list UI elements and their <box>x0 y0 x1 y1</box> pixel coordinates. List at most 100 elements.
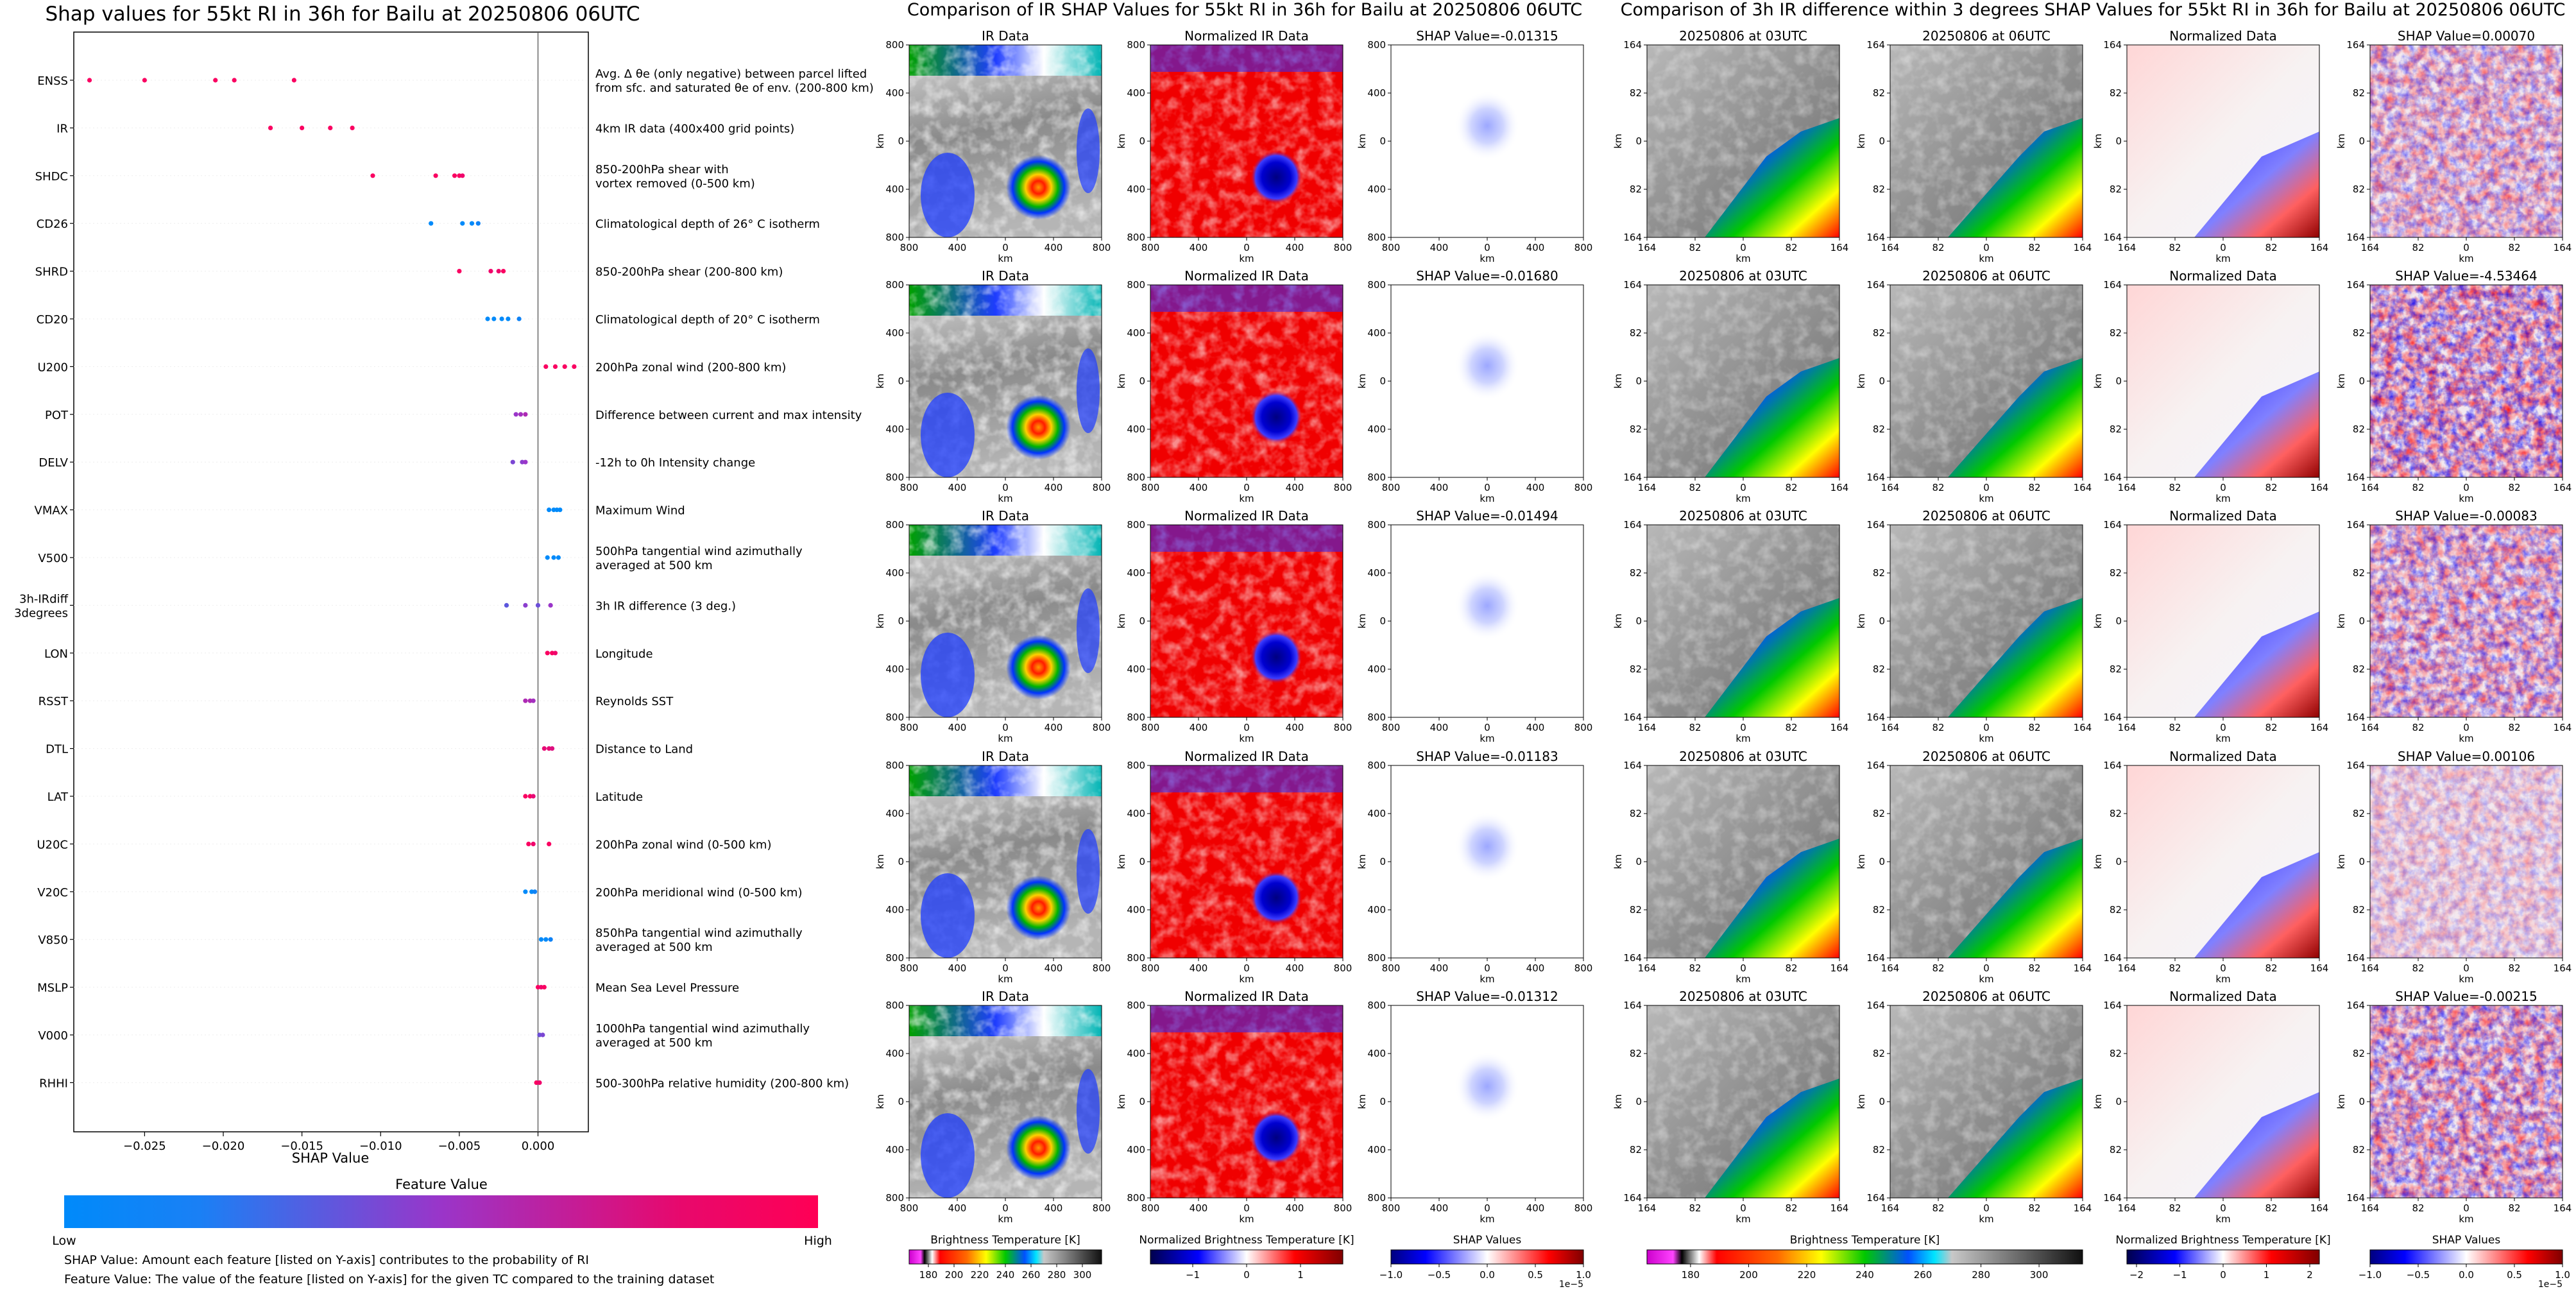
shap-point <box>547 508 552 513</box>
y-axis-label: km <box>1356 613 1368 628</box>
y-tick-label: 82 <box>2110 423 2122 435</box>
x-tick-label: −0.020 <box>202 1140 245 1153</box>
shap-point <box>562 364 567 370</box>
shap-point <box>506 316 511 321</box>
x-tick-label: 82 <box>1689 242 1701 253</box>
feature-description: vortex removed (0-500 km) <box>595 177 755 191</box>
y-tick-label: 400 <box>885 87 904 99</box>
shap-point <box>510 459 515 465</box>
y-tick-label: 800 <box>1367 279 1386 291</box>
shap-point <box>523 459 528 465</box>
shap-point <box>543 364 549 370</box>
feature-name: CD20 <box>37 313 68 327</box>
colorbar-tick-label: 240 <box>996 1269 1015 1281</box>
feature-name: 3h-IRdiff <box>19 592 69 606</box>
feature-row: SHRD 850-200hPa shear (200-800 km) <box>35 266 783 279</box>
left-panel-title: Shap values for 55kt RI in 36h for Bailu… <box>45 3 640 26</box>
y-tick-label: 800 <box>1127 712 1145 723</box>
shap-point <box>485 316 490 321</box>
y-tick-label: 0 <box>2358 375 2365 387</box>
x-tick-label: 164 <box>1638 242 1657 253</box>
x-tick-label: 82 <box>2508 482 2520 493</box>
y-tick-label: 82 <box>1630 904 1642 916</box>
shap-point <box>328 125 333 130</box>
ir-diff-bt-image <box>1647 1005 1839 1198</box>
x-axis-label: km <box>1239 253 1254 264</box>
y-tick-label: 164 <box>2103 712 2122 723</box>
feature-description: Climatological depth of 20° C isotherm <box>595 313 820 327</box>
x-tick-label: 0 <box>1740 722 1746 733</box>
y-tick-label: 82 <box>2110 904 2122 916</box>
y-tick-label: 0 <box>2358 615 2365 627</box>
y-axis-label: km <box>1356 373 1368 388</box>
y-tick-label: 164 <box>2103 279 2122 291</box>
y-tick-label: 82 <box>1630 1144 1642 1156</box>
x-tick-label: 0 <box>1983 962 1990 974</box>
shap-point <box>547 841 552 846</box>
cell-title: Normalized Data <box>2169 989 2277 1004</box>
x-tick-label: 82 <box>2508 242 2520 253</box>
x-tick-label: 82 <box>1932 722 1944 733</box>
cell-title: Normalized Data <box>2169 749 2277 764</box>
y-tick-label: 0 <box>2115 856 2122 867</box>
y-axis-label: km <box>2335 854 2347 869</box>
x-tick-label: 400 <box>948 962 967 974</box>
y-axis-label: km <box>874 613 886 628</box>
x-tick-label: 164 <box>2310 962 2329 974</box>
y-tick-label: 82 <box>1873 567 1885 579</box>
x-tick-label: 164 <box>2554 482 2572 493</box>
y-tick-label: 0 <box>898 135 904 147</box>
y-tick-label: 400 <box>1367 808 1386 819</box>
feature-name: VMAX <box>35 504 69 518</box>
normalized-ir-image <box>1150 1005 1343 1198</box>
y-tick-label: 82 <box>2110 327 2122 339</box>
x-tick-label: 800 <box>1334 722 1352 733</box>
shap-point <box>523 889 528 894</box>
shap-point <box>535 602 541 608</box>
feature-row: RHHI 500-300hPa relative humidity (200-80… <box>39 1077 849 1090</box>
x-tick-label: 82 <box>2169 1202 2181 1214</box>
ir-diff-normalized-image <box>2127 285 2319 477</box>
x-tick-label: 400 <box>1045 242 1063 253</box>
colorbar-label: Normalized Brightness Temperature [K] <box>1139 1234 1354 1247</box>
x-axis-label: km <box>998 253 1012 264</box>
y-tick-label: 82 <box>2110 808 2122 819</box>
feature-name: V850 <box>38 934 68 947</box>
shap-point <box>533 889 538 894</box>
colorbar-label: SHAP Values <box>1453 1234 1522 1247</box>
y-tick-label: 800 <box>1127 519 1145 531</box>
colorbar-tick-label: 220 <box>1798 1269 1816 1281</box>
feature-row: V850 850hPa tangential wind azimuthallyav… <box>38 926 803 954</box>
y-tick-label: 164 <box>1866 1192 1885 1204</box>
x-tick-label: 164 <box>2310 242 2329 253</box>
y-axis-label: km <box>2092 373 2104 388</box>
x-tick-label: 400 <box>1430 722 1449 733</box>
y-tick-label: 0 <box>898 375 904 387</box>
shap-point <box>552 651 558 656</box>
x-tick-label: 800 <box>900 482 919 493</box>
colorbar-strip <box>1646 1249 2083 1265</box>
x-tick-label: 82 <box>2265 482 2277 493</box>
y-tick-label: 82 <box>1873 1048 1885 1059</box>
x-tick-label: 164 <box>2361 722 2380 733</box>
x-tick-label: 0 <box>1002 242 1009 253</box>
colorbar-label: SHAP Values <box>2432 1234 2501 1247</box>
colorbar-offset: 1e−5 <box>1559 1279 1583 1289</box>
shap-point <box>350 125 355 130</box>
x-axis-label: km <box>2215 493 2230 504</box>
x-tick-label: 0 <box>2463 1202 2469 1214</box>
y-tick-label: 0 <box>2358 1096 2365 1107</box>
y-axis-label: km <box>1356 854 1368 869</box>
y-axis-label: km <box>874 1094 886 1109</box>
shap-point <box>542 746 547 751</box>
feature-row: VMAX Maximum Wind <box>35 504 685 518</box>
y-tick-label: 0 <box>1139 615 1145 627</box>
x-tick-label: 164 <box>2118 242 2137 253</box>
x-tick-label: 400 <box>1286 242 1304 253</box>
y-axis-label: km <box>2335 373 2347 388</box>
shap-value-title: SHAP Value=-0.01494 <box>1416 508 1558 524</box>
y-tick-label: 82 <box>2110 663 2122 675</box>
y-tick-label: 0 <box>2115 135 2122 147</box>
shap-point <box>457 269 462 274</box>
x-tick-label: 800 <box>1382 482 1401 493</box>
